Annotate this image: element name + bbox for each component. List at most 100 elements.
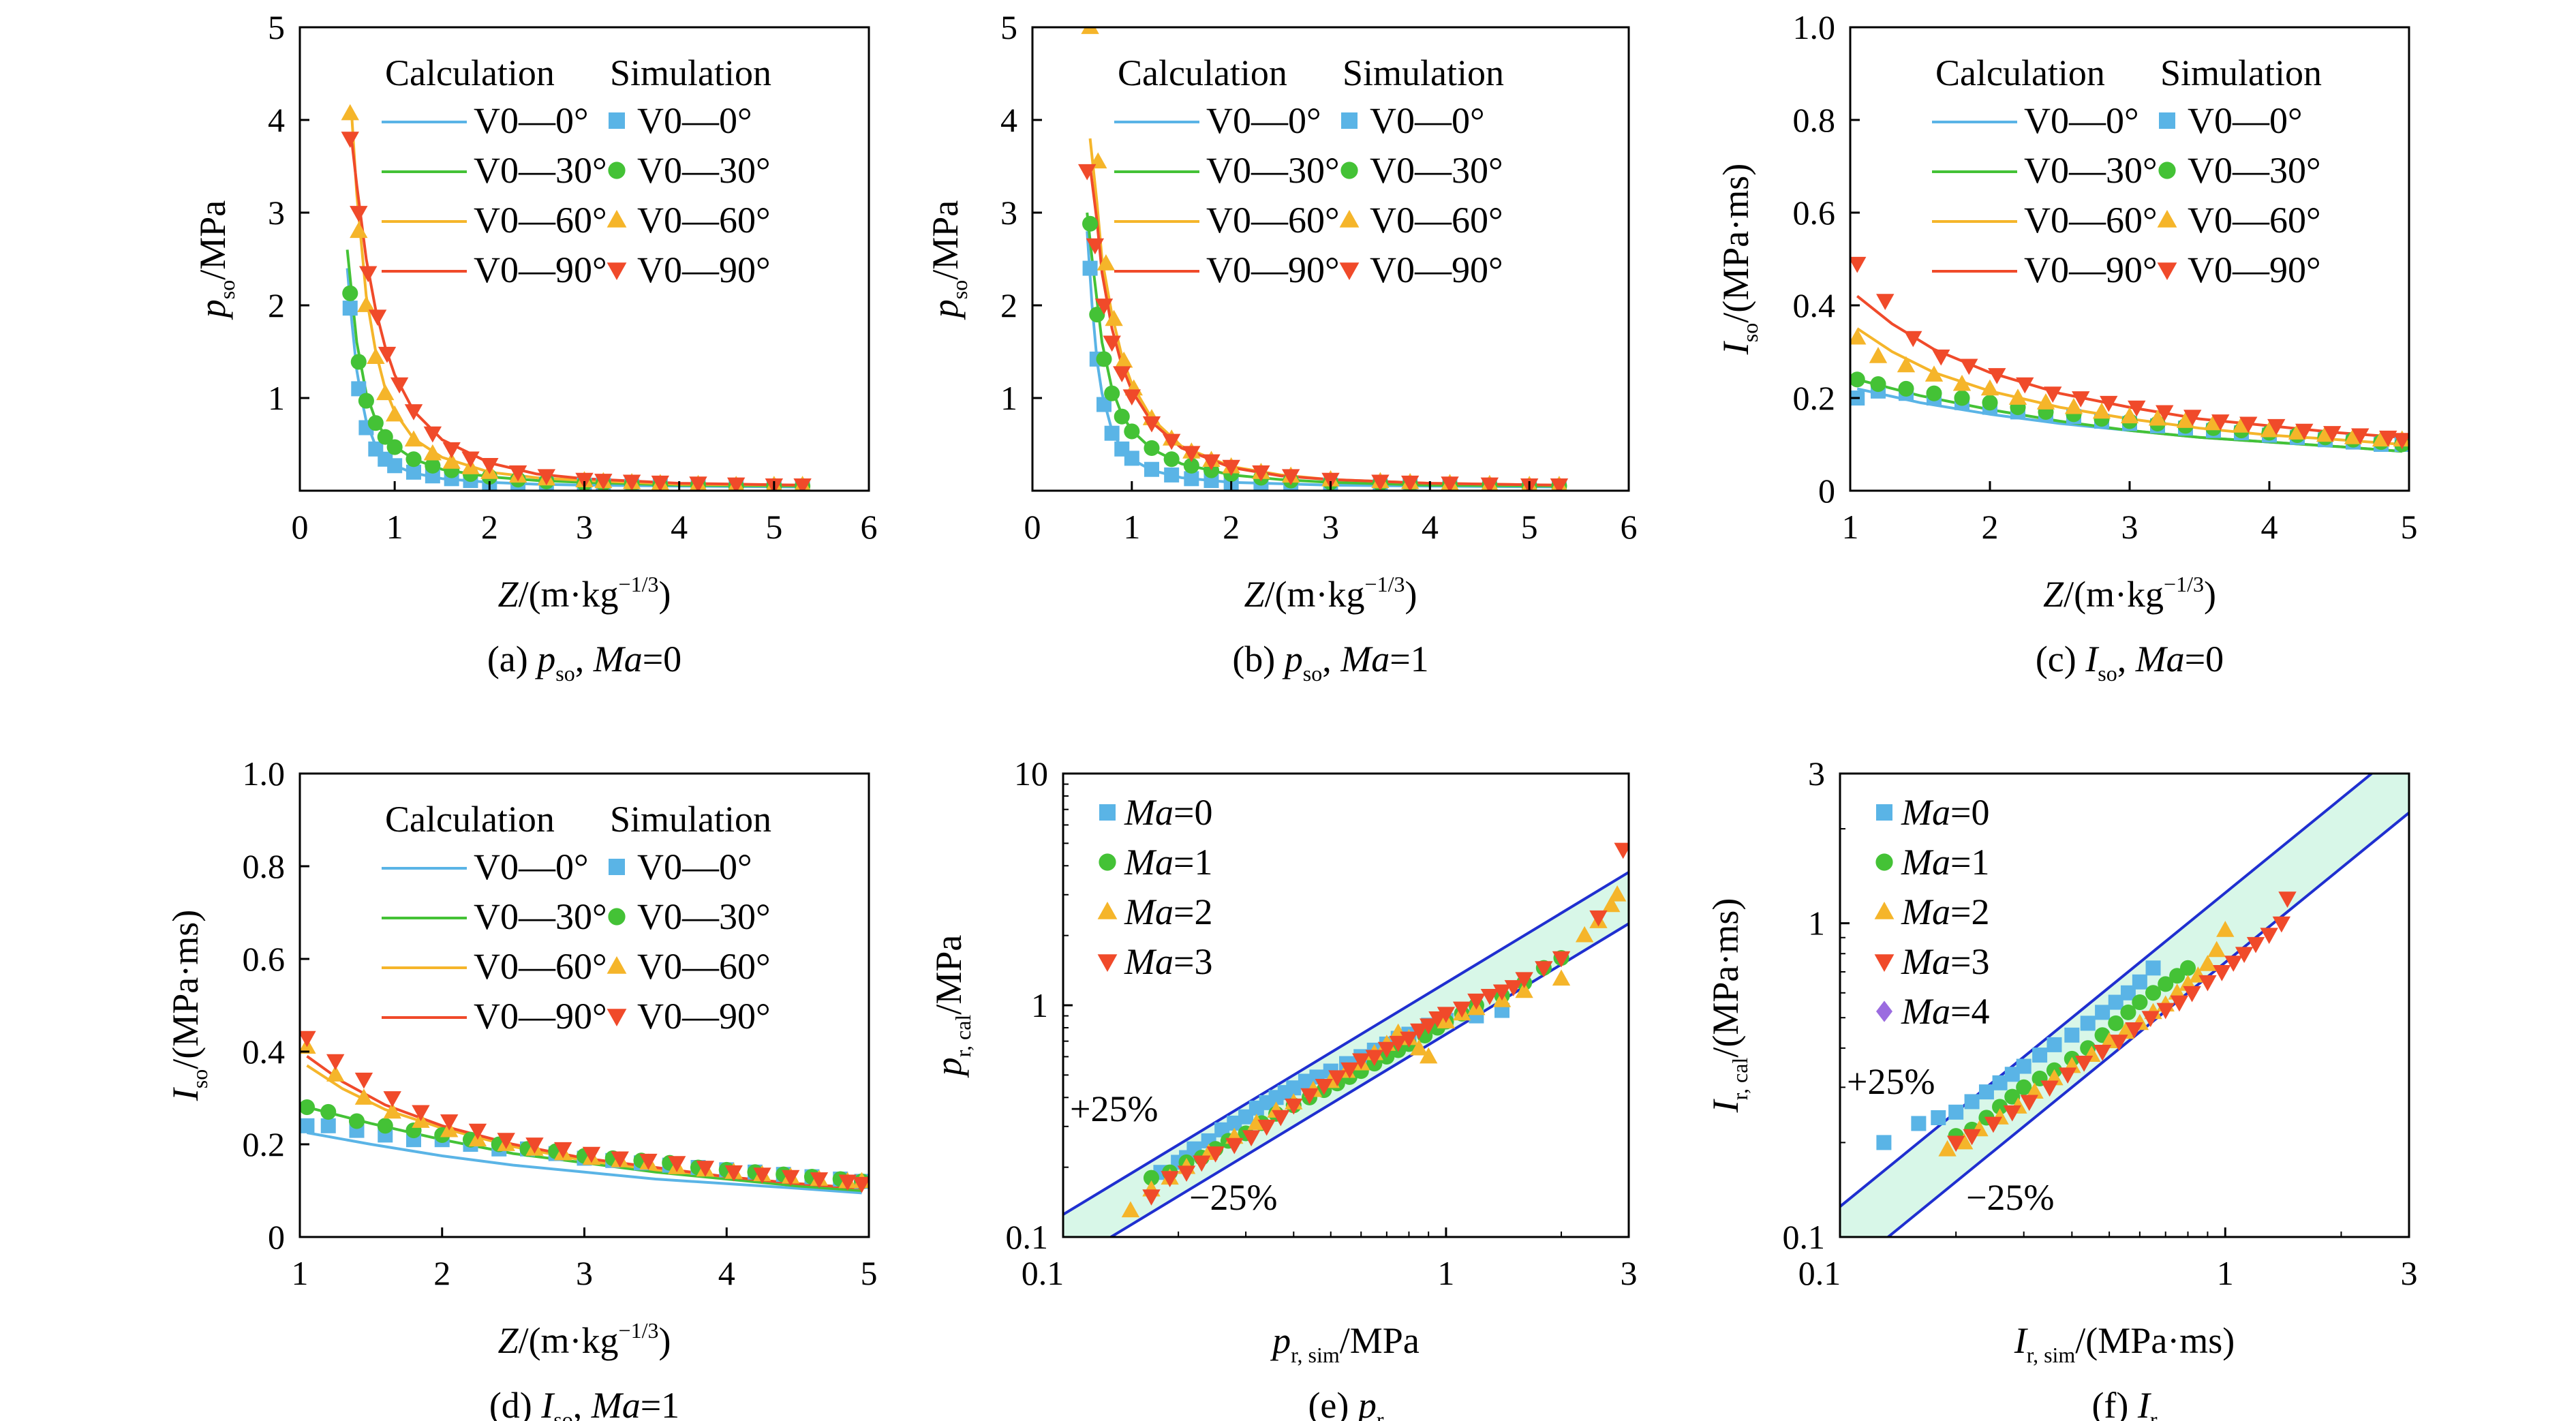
x-tick-label: 0: [292, 508, 309, 546]
y-tick-label: 1: [1031, 986, 1048, 1024]
circle-marker: [2145, 985, 2162, 1001]
legend-calc-label: V0—30°: [1206, 150, 1340, 191]
inverted-triangle-marker: [724, 1165, 743, 1182]
x-axis-label: Z/(m·kg−1/3): [498, 572, 671, 615]
inverted-triangle-marker: [359, 266, 378, 283]
inverted-triangle-marker: [2260, 928, 2278, 945]
inverted-triangle-marker: [622, 474, 641, 491]
y-tick-label: 0.4: [243, 1033, 286, 1071]
y-tick-label: 0.6: [243, 940, 286, 978]
x-tick-label: 3: [2401, 1254, 2418, 1292]
inverted-triangle-marker: [726, 477, 746, 491]
square-marker: [351, 381, 367, 397]
x-axis-label: Z/(m·kg−1/3): [498, 1318, 671, 1361]
x-tick-label: 3: [576, 508, 593, 546]
legend-calc-label: V0—0°: [2024, 100, 2139, 141]
circle-marker: [1089, 307, 1105, 323]
calculation-curve: [350, 142, 803, 487]
triangle-marker: [1938, 1140, 1957, 1157]
plot-area: [1840, 774, 2409, 1237]
x-tick-label: 0.1: [1022, 1254, 1064, 1292]
circle-marker: [1926, 385, 1942, 401]
inverted-triangle-marker: [1504, 980, 1523, 996]
inverted-triangle-marker: [1272, 1110, 1290, 1127]
inverted-triangle-marker: [2058, 1067, 2077, 1084]
circle-marker: [1144, 440, 1160, 456]
legend-calc-label: V0—60°: [1206, 200, 1340, 241]
inverted-triangle-marker: [1142, 416, 1161, 433]
triangle-marker: [1419, 1047, 1438, 1064]
triangle-marker: [2025, 1082, 2044, 1099]
y-tick-label: 0.6: [1793, 194, 1836, 232]
triangle-marker: [1097, 254, 1116, 271]
calculation-curve: [346, 249, 803, 488]
square-marker: [2095, 1005, 2111, 1020]
square-marker: [2004, 1067, 2020, 1082]
inverted-triangle-marker: [1202, 454, 1221, 471]
circle-marker: [1992, 1099, 2008, 1115]
inverted-triangle-marker: [1960, 358, 1978, 376]
triangle-marker: [1339, 210, 1360, 228]
triangle-marker: [1121, 1201, 1140, 1218]
triangle-marker: [300, 1037, 316, 1054]
triangle-marker: [2100, 1032, 2119, 1048]
inverted-triangle-marker: [412, 1105, 430, 1122]
square-marker: [1227, 1115, 1242, 1131]
triangle-marker: [326, 1065, 345, 1082]
x-tick-label: 3: [1621, 1254, 1638, 1292]
triangle-marker: [1602, 896, 1621, 913]
x-tick-label: 5: [861, 1254, 878, 1292]
triangle-marker: [354, 1088, 373, 1105]
circle-marker: [386, 439, 403, 455]
inverted-triangle-marker: [1206, 1146, 1225, 1163]
triangle-marker: [1114, 351, 1133, 368]
circle-marker: [342, 285, 358, 301]
panel-caption: (f) Ir: [2091, 1385, 2157, 1421]
legend-calc-label: V0—0°: [1206, 100, 1321, 141]
legend-sim-label: V0—90°: [637, 996, 771, 1037]
legend-calc-label: V0—30°: [2024, 150, 2158, 191]
circle-marker: [2158, 162, 2176, 179]
panel-e: 0.1 1 3 1 10 0.1 pr, sim/MPa pr, cal/MPa (e) pr +…: [928, 754, 1638, 1421]
triangle-marker: [2344, 428, 2363, 444]
square-marker: [320, 1118, 336, 1133]
inverted-triangle-marker: [2198, 975, 2217, 992]
inverted-triangle-marker: [1103, 335, 1121, 352]
legend-sim-label: V0—30°: [637, 150, 771, 191]
x-axis-label: Ir, sim/(MPa·ms): [2014, 1320, 2235, 1367]
inverted-triangle-marker: [793, 478, 812, 491]
square-marker: [1124, 450, 1139, 466]
y-axis-label: pso/MPa: [192, 200, 239, 321]
inverted-triangle-marker: [2044, 386, 2062, 403]
triangle-marker: [2232, 416, 2251, 433]
x-tick-label: 1: [1437, 1254, 1454, 1292]
inverted-triangle-marker: [497, 1133, 515, 1149]
calculation-curve: [307, 1131, 862, 1195]
square-marker: [387, 458, 403, 474]
triangle-marker: [1105, 309, 1123, 326]
inverted-triangle-marker: [1515, 972, 1533, 989]
inverted-triangle-marker: [667, 1156, 686, 1172]
x-tick-label: 5: [2401, 508, 2418, 546]
circle-marker: [2158, 976, 2174, 992]
inverted-triangle-marker: [1252, 465, 1270, 482]
circle-marker: [608, 162, 626, 179]
triangle-marker: [1552, 969, 1571, 986]
legend-calc-label: V0—30°: [474, 150, 607, 191]
triangle-marker: [2207, 941, 2226, 958]
square-marker: [1964, 1094, 1980, 1110]
inverted-triangle-marker: [378, 346, 397, 363]
triangle-marker: [2216, 921, 2235, 937]
legend-sim-label: V0—60°: [637, 946, 771, 987]
circle-marker: [1143, 1170, 1160, 1186]
triangle-marker: [2316, 425, 2335, 442]
plot-area: [1063, 842, 1629, 1237]
inverted-triangle-marker: [1535, 961, 1553, 977]
legend-sim-label: V0—30°: [637, 896, 771, 937]
legend-sim-label: V0—90°: [637, 249, 771, 290]
inverted-triangle-marker: [1321, 472, 1340, 489]
triangle-marker: [350, 221, 368, 239]
x-tick-label: 4: [671, 508, 688, 546]
square-marker: [2120, 985, 2136, 1000]
